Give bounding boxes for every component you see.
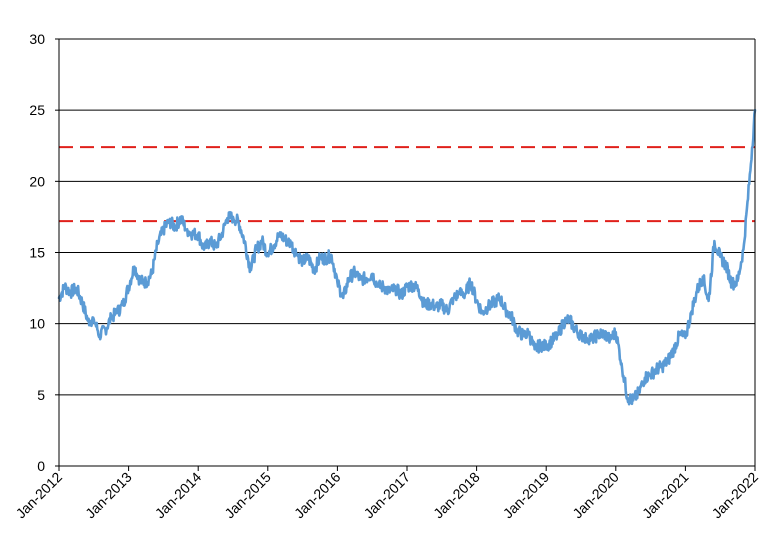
series-line [57, 108, 757, 406]
x-tick-label: Jan-2016 [291, 469, 344, 522]
x-tick-labels: Jan-2012 Jan-2013 Jan-2014 Jan-2015 Jan-2016… [13, 469, 762, 522]
x-tick-label: Jan-2020 [569, 469, 622, 522]
y-tick-label: 25 [29, 102, 45, 118]
x-tick-label: Jan-2018 [430, 469, 483, 522]
y-tick-label: 15 [29, 245, 45, 261]
x-tick-label: Jan-2014 [152, 469, 205, 522]
x-tick-label: Jan-2012 [13, 469, 66, 522]
x-tick-label: Jan-2013 [82, 469, 135, 522]
axes [55, 38, 756, 471]
y-tick-label: 20 [29, 173, 45, 189]
x-tick-label: Jan-2015 [221, 469, 274, 522]
x-tick-label: Jan-2017 [361, 469, 414, 522]
x-tick-label: Jan-2019 [500, 469, 553, 522]
y-tick-label: 5 [37, 387, 45, 403]
y-tick-label: 30 [29, 31, 45, 47]
y-tick-label: 0 [37, 458, 45, 474]
x-tick-label: Jan-2022 [709, 469, 762, 522]
reference-lines [59, 146, 755, 223]
series-group [57, 108, 757, 406]
x-tick-label: Jan-2021 [639, 469, 692, 522]
y-tick-label: 10 [29, 316, 45, 332]
y-tick-labels: 0 5 10 15 20 25 30 [29, 31, 45, 474]
gridlines [59, 38, 755, 396]
